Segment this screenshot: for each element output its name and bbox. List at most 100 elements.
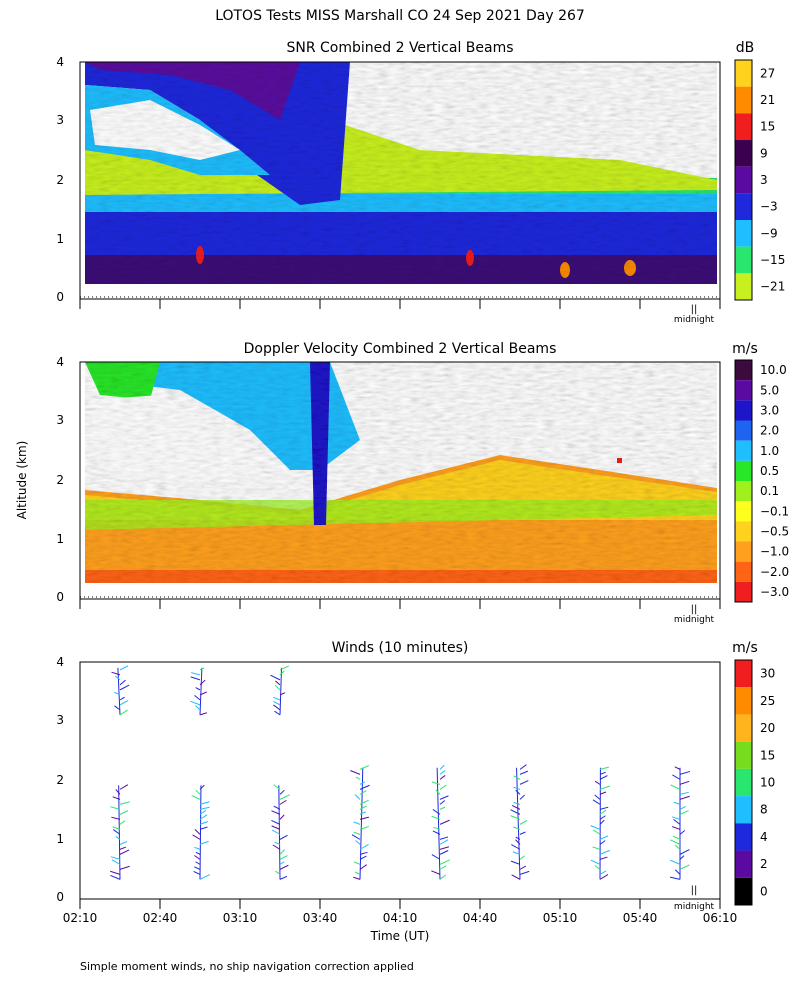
snr-midnight-label: midnight bbox=[674, 315, 715, 325]
wind-barb bbox=[671, 816, 681, 820]
colorbar-frame bbox=[734, 659, 753, 906]
wind-barb bbox=[279, 814, 285, 820]
wind-barb bbox=[439, 764, 445, 770]
wind-barb bbox=[279, 864, 289, 870]
wind-barb bbox=[431, 815, 441, 820]
winds-ytick: 1 bbox=[56, 832, 64, 846]
wind-barb bbox=[432, 808, 441, 815]
doppler-ytick: 0 bbox=[56, 590, 64, 604]
wind-barb bbox=[679, 864, 690, 870]
doppler-colorbar: 10.0 5.0 3.0 2.0 1.0 0.5 0.1 −0.1 −0.5 −1.0 −2.0 −3… bbox=[734, 359, 789, 603]
wind-barb bbox=[279, 855, 288, 860]
wind-barb bbox=[515, 839, 521, 845]
wind-barb bbox=[119, 846, 127, 850]
wind-profile bbox=[590, 766, 610, 880]
wind-staff bbox=[359, 767, 364, 880]
snr-units: dB bbox=[736, 40, 755, 56]
wind-profile bbox=[431, 764, 451, 880]
wind-barb bbox=[590, 859, 601, 865]
wind-barb bbox=[193, 870, 201, 875]
wind-barb bbox=[110, 856, 121, 860]
colorbar-label: 30 bbox=[760, 667, 775, 681]
colorbar-label: 15 bbox=[760, 748, 775, 762]
wind-barb bbox=[112, 826, 121, 830]
wind-barb bbox=[272, 844, 281, 850]
wind-barb bbox=[111, 859, 121, 865]
wind-barb bbox=[519, 855, 525, 860]
colorbar-label: 2.0 bbox=[760, 424, 779, 438]
wind-barb bbox=[435, 789, 441, 795]
colorbar-swatch bbox=[735, 460, 752, 481]
wind-barb bbox=[674, 766, 681, 770]
doppler-red-strip bbox=[85, 570, 717, 583]
wind-barb bbox=[439, 770, 446, 775]
colorbar-swatch bbox=[735, 481, 752, 502]
wind-barb bbox=[359, 784, 370, 790]
wind-barb bbox=[195, 789, 201, 795]
doppler-ytick: 1 bbox=[56, 532, 64, 546]
colorbar-swatch bbox=[735, 193, 752, 220]
wind-barb bbox=[519, 780, 529, 785]
wind-barb bbox=[194, 855, 201, 860]
wind-barb bbox=[674, 869, 681, 875]
doppler-y-axis: 0 1 2 3 4 bbox=[56, 355, 64, 604]
wind-barb bbox=[110, 874, 121, 880]
colorbar-swatch bbox=[735, 521, 752, 542]
wind-barb bbox=[670, 839, 681, 845]
snr-ytick: 3 bbox=[56, 113, 64, 127]
snr-ytick: 4 bbox=[56, 55, 64, 69]
wind-barb bbox=[439, 806, 446, 810]
colorbar-swatch bbox=[735, 687, 752, 715]
wind-staff bbox=[516, 767, 521, 880]
wind-barb bbox=[599, 766, 610, 770]
doppler-midnight-label: midnight bbox=[674, 615, 715, 625]
colorbar-label: −21 bbox=[760, 280, 785, 294]
snr-band-cyan bbox=[85, 190, 717, 212]
colorbar-label: 8 bbox=[760, 803, 768, 817]
wind-barb bbox=[519, 831, 526, 835]
wind-barb bbox=[513, 775, 521, 780]
colorbar-swatch bbox=[735, 273, 752, 300]
winds-y-axis: 0 1 2 3 4 bbox=[56, 655, 64, 904]
wind-barb bbox=[199, 667, 205, 671]
wind-barb bbox=[351, 834, 361, 840]
colorbar-label: 15 bbox=[760, 120, 775, 134]
wind-barb bbox=[679, 855, 685, 860]
doppler-ytick: 2 bbox=[56, 473, 64, 487]
wind-barb bbox=[279, 665, 290, 671]
colorbar-swatch bbox=[735, 877, 752, 905]
winds-x-tick-labels: 02:10 02:40 03:10 03:40 04:10 04:40 05:1… bbox=[63, 911, 738, 925]
doppler-blue-streak bbox=[310, 362, 330, 525]
wind-barb bbox=[114, 705, 121, 711]
winds-ytick: 3 bbox=[56, 713, 64, 727]
wind-barb bbox=[592, 799, 601, 805]
doppler-panel: Doppler Velocity Combined 2 Vertical Bea… bbox=[56, 341, 789, 625]
wind-barb bbox=[670, 784, 681, 790]
wind-barb bbox=[279, 834, 288, 840]
wind-barb bbox=[114, 675, 121, 681]
colorbar-swatch bbox=[735, 113, 752, 140]
colorbar-label: 27 bbox=[760, 66, 775, 80]
colorbar-label: 0.5 bbox=[760, 464, 779, 478]
wind-barb bbox=[599, 775, 608, 780]
wind-barb bbox=[355, 776, 361, 780]
winds-title: Winds (10 minutes) bbox=[332, 640, 469, 656]
wind-barb bbox=[119, 709, 128, 716]
wind-barb bbox=[510, 860, 521, 865]
colorbar-label: 9 bbox=[760, 146, 768, 160]
wind-barb bbox=[599, 856, 608, 860]
wind-barb bbox=[274, 710, 281, 716]
colorbar-swatch bbox=[735, 86, 752, 114]
colorbar-swatch bbox=[735, 561, 752, 582]
wind-barb bbox=[353, 831, 361, 835]
wind-barb bbox=[519, 770, 529, 775]
wind-barb bbox=[192, 834, 201, 840]
wind-barb bbox=[359, 855, 367, 860]
wind-barb bbox=[594, 794, 601, 800]
wind-barb bbox=[195, 851, 201, 855]
wind-barb bbox=[439, 775, 446, 780]
snr-midnight-marker: || bbox=[691, 304, 698, 315]
footnote: Simple moment winds, no ship navigation … bbox=[80, 960, 414, 973]
colorbar-swatch bbox=[735, 246, 752, 274]
wind-barb bbox=[439, 795, 449, 800]
